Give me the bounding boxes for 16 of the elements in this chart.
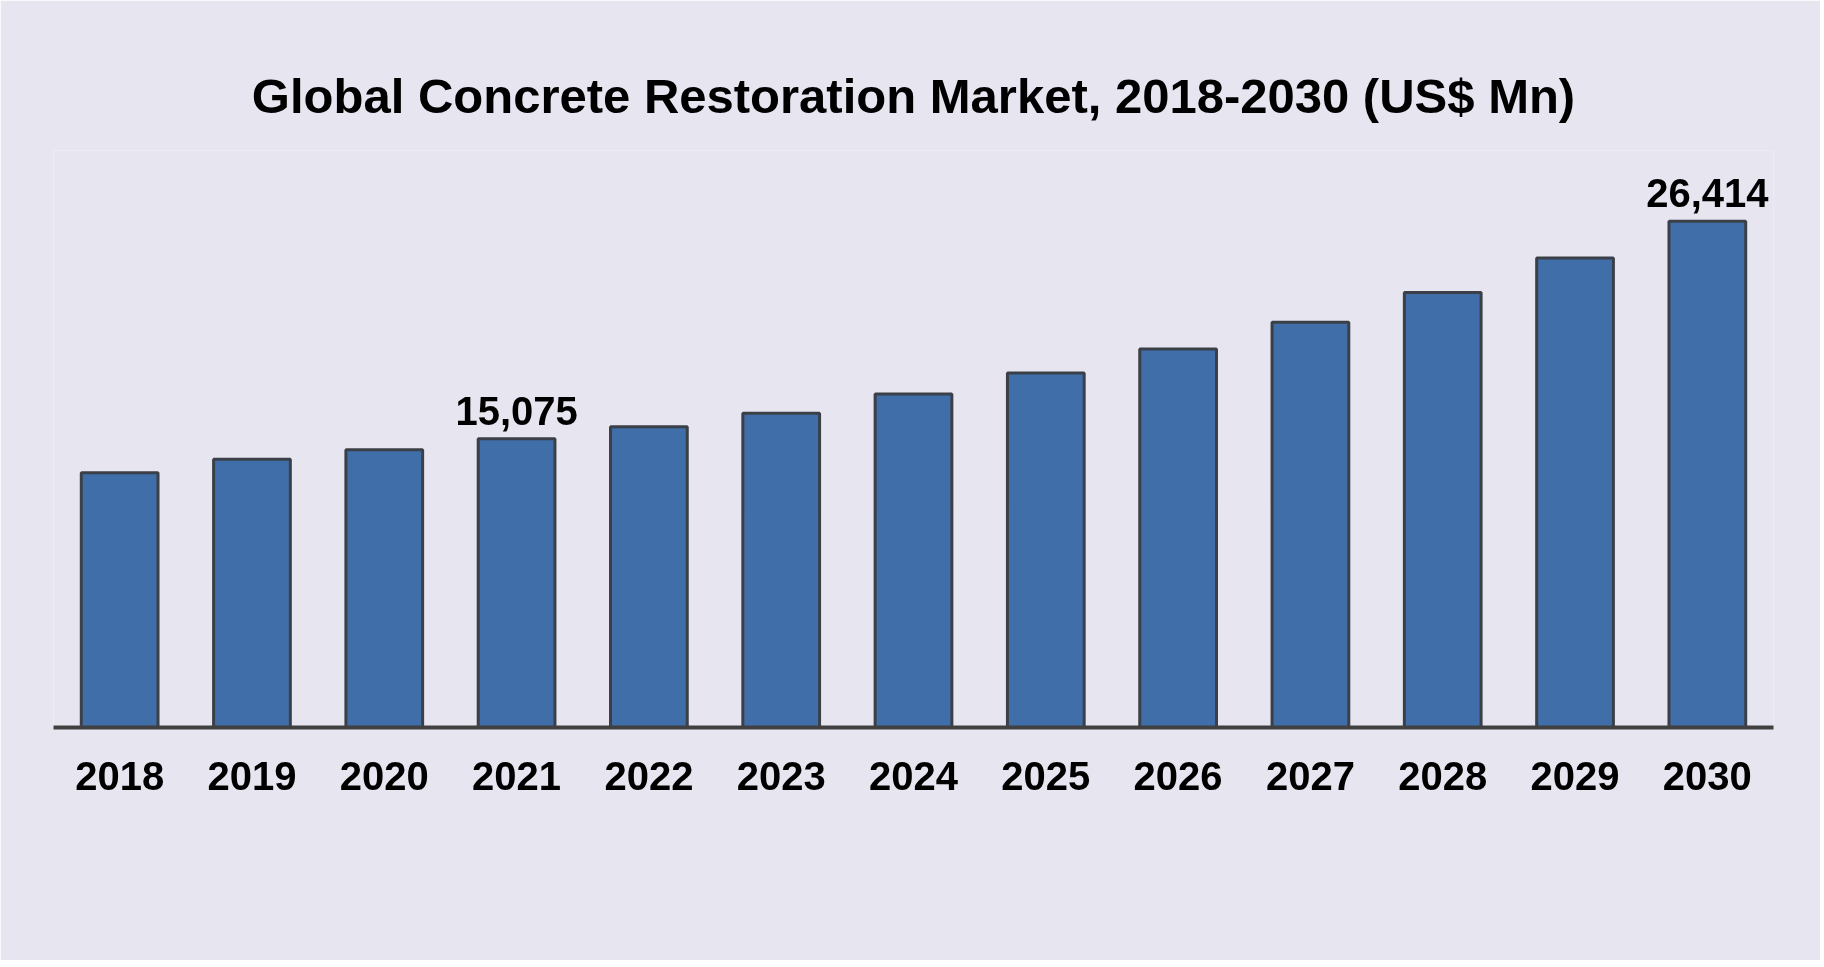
data-label: 26,414 [1646,171,1770,216]
x-tick-label: 2030 [1662,753,1752,798]
x-tick-label: 2028 [1398,753,1488,798]
x-tick-label: 2027 [1265,753,1355,798]
data-label: 15,075 [455,388,578,433]
x-tick-label: 2023 [736,753,826,798]
x-tick-label: 2029 [1530,753,1620,798]
x-tick-label: 2020 [339,753,429,798]
x-tick-label: 2019 [207,753,297,798]
x-tick-label: 2022 [604,753,694,798]
x-tick-label: 2025 [1001,753,1091,798]
chart-title: Global Concrete Restoration Market, 2018-2030 (US$ Mn) [251,69,1576,123]
x-tick-label: 2018 [75,753,165,798]
x-tick-label: 2021 [472,753,562,798]
x-tick-label: 2024 [869,753,959,798]
x-tick-label: 2026 [1133,753,1223,798]
